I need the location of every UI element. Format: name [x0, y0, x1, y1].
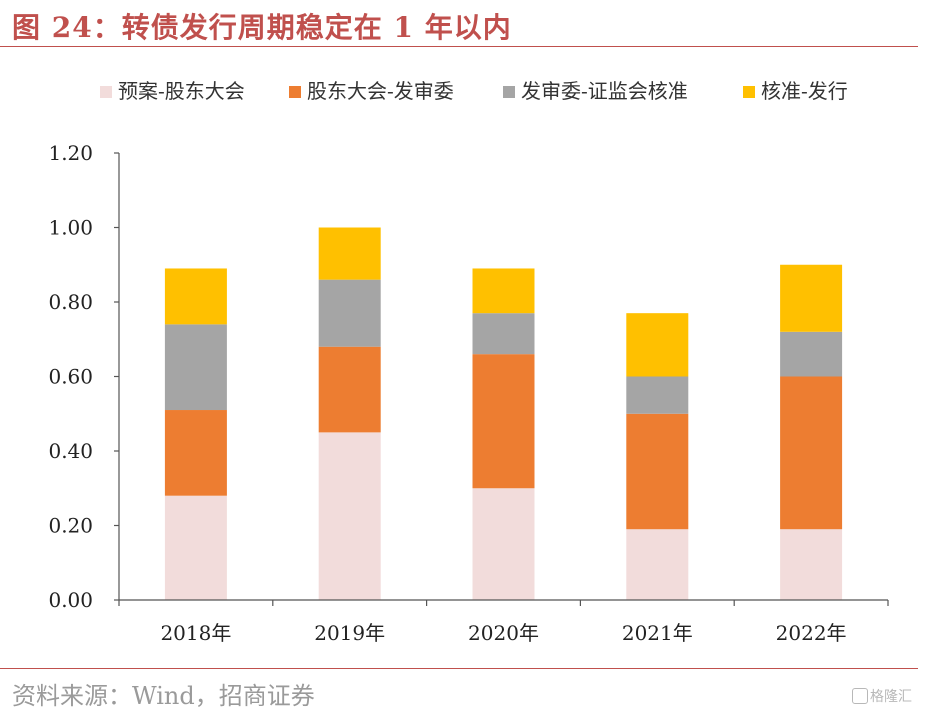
legend: 预案-股东大会 股东大会-发审委 发审委-证监会核准 核准-发行: [100, 79, 848, 103]
legend-label-1: 预案-股东大会: [118, 79, 245, 103]
bar-3-series-2: [472, 354, 535, 489]
bar-1-series-4: [164, 268, 227, 325]
y-tick-label-3: 0.40: [48, 439, 93, 463]
bar-4-series-3: [626, 376, 689, 414]
y-tick-label-1: 0.00: [48, 588, 93, 612]
y-tick-label-4: 0.60: [48, 365, 93, 389]
x-tick-label-4: 2021年: [622, 621, 693, 645]
bar-2-series-3: [318, 279, 381, 347]
source-divider: [0, 668, 918, 669]
source-note: 资料来源：Wind，招商证券: [12, 682, 315, 710]
watermark: 格隆汇: [852, 686, 912, 706]
legend-label-4: 核准-发行: [761, 79, 848, 103]
title-divider: [0, 46, 918, 47]
bar-2-series-2: [318, 346, 381, 433]
bar-2-series-4: [318, 227, 381, 280]
stacked-bar-chart: 预案-股东大会 股东大会-发审委 发审委-证监会核准 核准-发行 0.000.200.…: [48, 79, 889, 645]
bar-4-series-4: [626, 313, 689, 377]
bar-4-series-1: [626, 529, 689, 600]
legend-swatch-3: [503, 86, 515, 98]
legend-label-2: 股东大会-发审委: [307, 79, 454, 103]
chart-title: 图 24：转债发行周期稳定在 1 年以内: [12, 11, 512, 44]
bar-2-series-1: [318, 432, 381, 600]
bar-5-series-2: [780, 376, 843, 530]
bar-5-series-3: [780, 331, 843, 377]
bar-3-series-3: [472, 313, 535, 355]
bar-5-series-1: [780, 529, 843, 600]
x-tick-label-3: 2020年: [468, 621, 539, 645]
x-tick-label-1: 2018年: [160, 621, 231, 645]
watermark-logo-icon: [852, 688, 868, 704]
y-tick-label-5: 0.80: [48, 290, 93, 314]
bar-5-series-4: [780, 264, 843, 332]
bar-3-series-1: [472, 488, 535, 600]
y-tick-label-6: 1.00: [48, 216, 93, 240]
bar-1-series-1: [164, 495, 227, 600]
legend-label-3: 发审委-证监会核准: [521, 79, 688, 103]
bars: [164, 227, 843, 600]
x-tick-label-5: 2022年: [776, 621, 847, 645]
x-tick-label-2: 2019年: [314, 621, 385, 645]
legend-swatch-4: [743, 86, 755, 98]
bar-4-series-2: [626, 413, 689, 530]
axes: 0.00 0.20 0.40 0.60 0.80 1.00 1.20 2018年 2019年 20…: [48, 141, 889, 645]
bar-3-series-4: [472, 268, 535, 314]
bar-1-series-3: [164, 324, 227, 411]
legend-swatch-2: [289, 86, 301, 98]
bar-1-series-2: [164, 410, 227, 496]
y-tick-label-2: 0.20: [48, 514, 93, 538]
y-tick-label-7: 1.20: [48, 141, 93, 165]
legend-swatch-1: [100, 86, 112, 98]
watermark-text: 格隆汇: [870, 689, 912, 705]
